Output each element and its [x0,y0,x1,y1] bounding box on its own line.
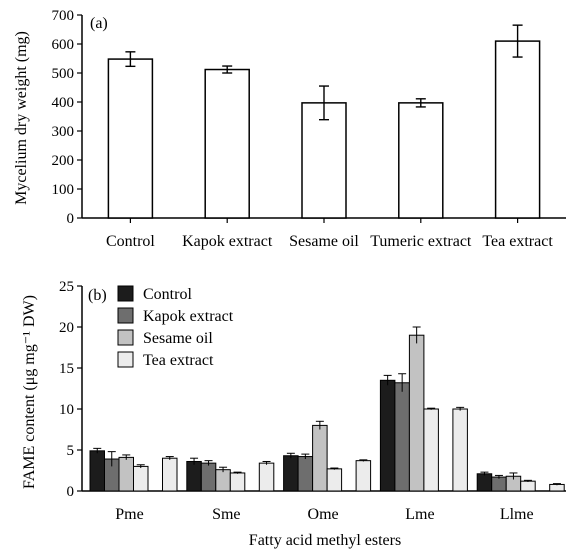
panel-b-bar [452,408,468,492]
panel-a-category-label: Kapok extract [182,233,273,250]
panel-b-bar [118,456,134,492]
panel-a-chart: (a) Mycelium dry weight (mg) 0 100 200 300 4… [13,8,566,250]
panel-b-y-tick-label: 20 [59,320,74,336]
panel-b-bar [215,469,231,492]
panel-a-category-label: Control [106,233,155,250]
panel-b-bar [423,408,439,492]
panel-a-y-tick-label: 100 [52,182,75,198]
panel-b-legend-label: Sesame oil [143,330,213,347]
panel-b-bar [520,480,536,492]
panel-b-category-label: Llme [500,506,534,523]
panel-a-y-ticks: 0 100 200 300 400 500 600 700 [52,8,82,227]
panel-b-category-label: Sme [212,506,240,523]
panel-b-bar [200,462,217,492]
panel-b-bar [297,456,314,492]
panel-b-bar [379,379,396,492]
panel-a-category-label: Tumeric extract [370,233,472,250]
panel-a-category-labels: Control Kapok extract Sesame oil Tumeric ex… [106,218,553,250]
panel-b-bar [258,462,275,492]
panel-b-bar [312,424,328,492]
panel-a-bars [107,24,541,219]
panel-b-y-tick-label: 15 [59,361,74,377]
panel-a-y-tick-label: 200 [52,153,75,169]
panel-b-bar [408,334,425,492]
panel-a-category-label: Tea extract [482,233,553,250]
panel-b-y-tick-label: 0 [67,484,75,500]
panel-b-bars [89,326,565,492]
panel-b-bar [133,465,149,492]
panel-a-category-label: Sesame oil [289,233,359,250]
panel-b-label: (b) [88,287,107,304]
panel-b-bar [229,472,246,492]
panel-a-label: (a) [90,15,108,32]
panel-b-y-axis-label: FAME content (μg mg⁻¹ DW) [21,295,38,489]
panel-b-legend: Control Kapok extract Sesame oil Tea extrac… [117,285,234,369]
panel-a-bar [494,40,541,219]
panel-b-bar [283,455,299,492]
panel-b-bar [491,476,507,492]
panel-b-category-labels: Pme Sme Ome Lme Llme [115,506,533,523]
panel-b-y-tick-label: 25 [59,279,74,295]
panel-a-y-axis-label: Mycelium dry weight (mg) [13,31,30,205]
panel-a-y-tick-label: 300 [52,124,75,140]
panel-b-category-label: Ome [308,506,339,523]
panel-b-bar [186,460,202,492]
panel-a-y-tick-label: 0 [67,211,75,227]
panel-a-bar [107,58,154,219]
panel-a-y-tick-label: 600 [52,37,75,53]
panel-a-y-tick-label: 700 [52,8,75,24]
panel-a-bar [398,102,444,219]
panel-a-y-tick-label: 400 [52,95,75,111]
panel-b-category-label: Lme [405,506,434,523]
panel-b-bar [355,460,372,492]
panel-b-bar [549,483,565,492]
panel-b-bar [89,450,105,492]
panel-b-legend-label: Kapok extract [143,308,234,325]
panel-b-y-tick-label: 10 [59,402,74,418]
panel-b-bar [326,468,343,492]
panel-b-bar [162,457,178,492]
panel-b-legend-swatch [117,307,134,324]
panel-b-bar [394,382,410,492]
panel-b-category-label: Pme [115,506,143,523]
panel-b-legend-swatch [117,329,134,346]
panel-b-y-ticks: 0 5 10 15 20 25 [59,279,82,500]
panel-a-bar [204,68,250,219]
panel-b-legend-label: Control [143,286,192,303]
panel-b-y-tick-label: 5 [67,443,75,459]
panel-b-x-axis-label: Fatty acid methyl esters [249,532,401,549]
panel-a-y-tick-label: 500 [52,66,75,82]
panel-b-legend-label: Tea extract [143,352,214,369]
panel-b-legend-swatch [117,285,134,302]
panel-b-chart: (b) FAME content (μg mg⁻¹ DW) Fatty acid… [21,279,566,549]
panel-b-legend-swatch [117,351,134,368]
panel-b-bar [476,473,493,492]
